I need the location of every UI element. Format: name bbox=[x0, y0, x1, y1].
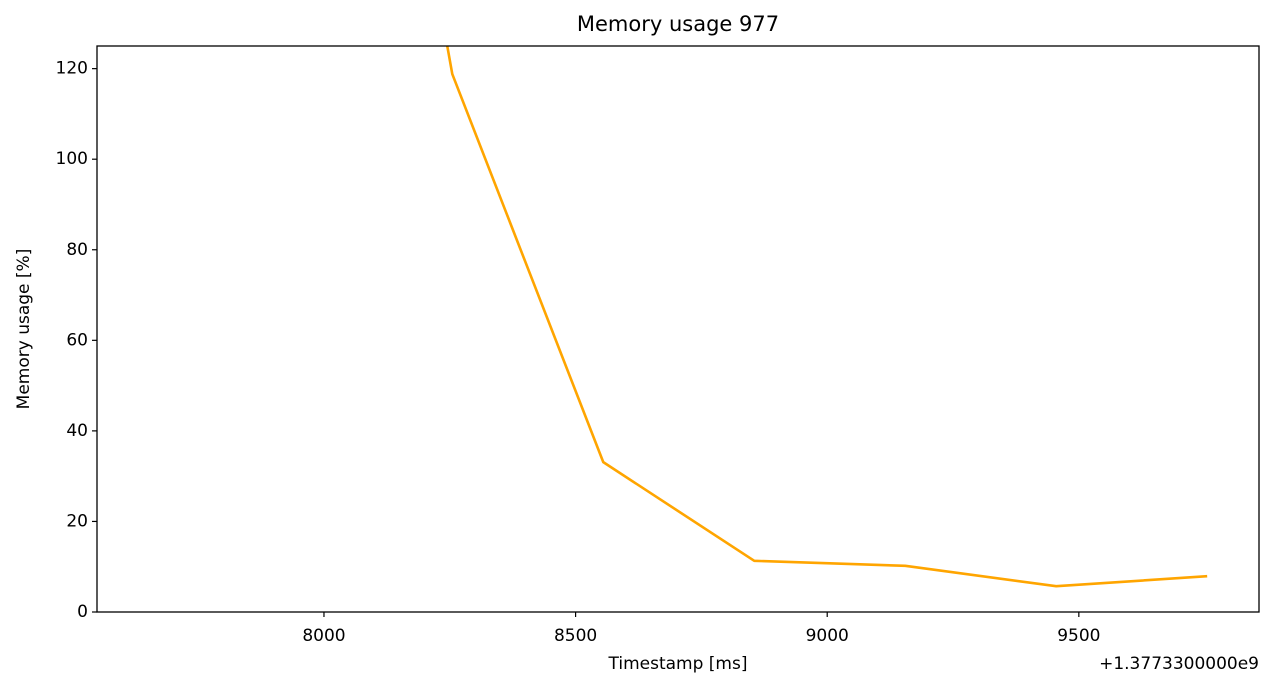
axes-frame bbox=[96, 45, 1260, 613]
x-offset-text: +1.3773300000e9 bbox=[1099, 654, 1259, 674]
line-series bbox=[445, 46, 1208, 588]
x-tick-label: 8000 bbox=[302, 626, 345, 646]
y-axis-label: Memory usage [%] bbox=[14, 249, 34, 410]
plot-area bbox=[445, 46, 1208, 588]
y-tick-label: 80 bbox=[66, 240, 88, 260]
y-tick-label: 0 bbox=[77, 602, 88, 622]
x-tick-label: 9000 bbox=[806, 626, 849, 646]
y-tick-label: 120 bbox=[56, 59, 88, 79]
y-tick-label: 100 bbox=[56, 149, 88, 169]
y-tick-label: 60 bbox=[66, 330, 88, 350]
x-tick-label: 9500 bbox=[1057, 626, 1100, 646]
x-tick-label: 8500 bbox=[554, 626, 597, 646]
chart-title: Memory usage 977 bbox=[577, 12, 779, 36]
x-axis-label: Timestamp [ms] bbox=[608, 654, 748, 674]
y-tick-label: 20 bbox=[66, 511, 88, 531]
y-tick-label: 40 bbox=[66, 421, 88, 441]
